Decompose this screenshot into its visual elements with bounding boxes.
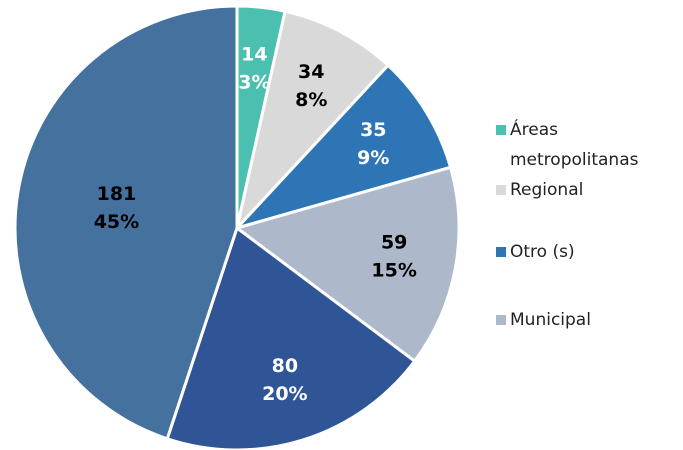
percentage-label: 8% bbox=[295, 89, 327, 111]
legend-label: Otro (s) bbox=[510, 242, 575, 262]
legend-label: Regional bbox=[510, 180, 584, 200]
percentage-label: 3% bbox=[238, 72, 270, 94]
legend-item: Áreas metropolitanas bbox=[496, 115, 681, 175]
percentage-label: 9% bbox=[357, 147, 389, 169]
legend-swatch bbox=[496, 247, 506, 257]
value-label: 14 bbox=[241, 44, 267, 66]
value-label: 80 bbox=[272, 355, 298, 377]
value-label: 34 bbox=[298, 61, 324, 83]
value-label: 35 bbox=[360, 119, 386, 141]
pie-slice bbox=[13, 4, 239, 441]
legend-item: Municipal bbox=[496, 305, 681, 335]
legend-item: Otro (s) bbox=[496, 237, 681, 267]
percentage-label: 45% bbox=[94, 211, 139, 233]
value-label: 59 bbox=[381, 232, 407, 254]
percentage-label: 20% bbox=[262, 383, 307, 405]
value-label: 181 bbox=[97, 183, 137, 205]
pie-slice bbox=[165, 225, 417, 450]
pie-slice bbox=[233, 165, 461, 364]
legend-item: Regional bbox=[496, 175, 681, 205]
legend-swatch bbox=[496, 185, 506, 195]
legend-label: Áreas metropolitanas bbox=[510, 120, 639, 170]
percentage-label: 15% bbox=[371, 260, 416, 282]
legend-swatch bbox=[496, 125, 506, 135]
legend-swatch bbox=[496, 315, 506, 325]
legend-label: Municipal bbox=[510, 310, 591, 330]
pie-slice bbox=[234, 9, 391, 234]
pie-slice bbox=[232, 63, 453, 231]
